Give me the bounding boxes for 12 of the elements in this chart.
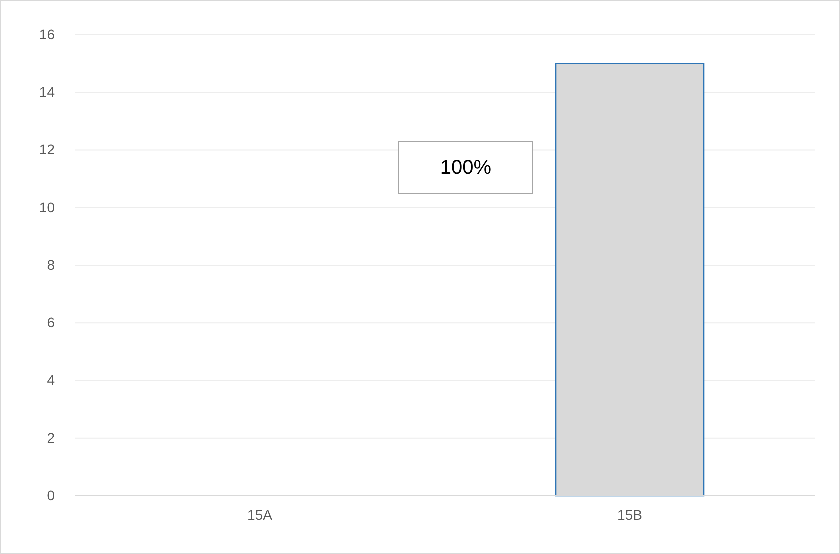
x-tick-label: 15B [618,506,642,523]
x-tick-label: 15A [248,506,274,523]
annotation: 100% [440,157,492,179]
y-tick-label: 10 [39,199,56,216]
y-tick-label: 4 [47,372,56,388]
y-tick-label: 12 [39,142,56,158]
y-tick-label: 6 [47,314,56,331]
y-tick-label: 16 [39,26,56,42]
y-tick-label: 14 [39,84,56,100]
y-tick-label: 2 [47,430,56,446]
y-tick-label: 0 [47,487,56,504]
y-tick-label: 8 [47,256,56,273]
